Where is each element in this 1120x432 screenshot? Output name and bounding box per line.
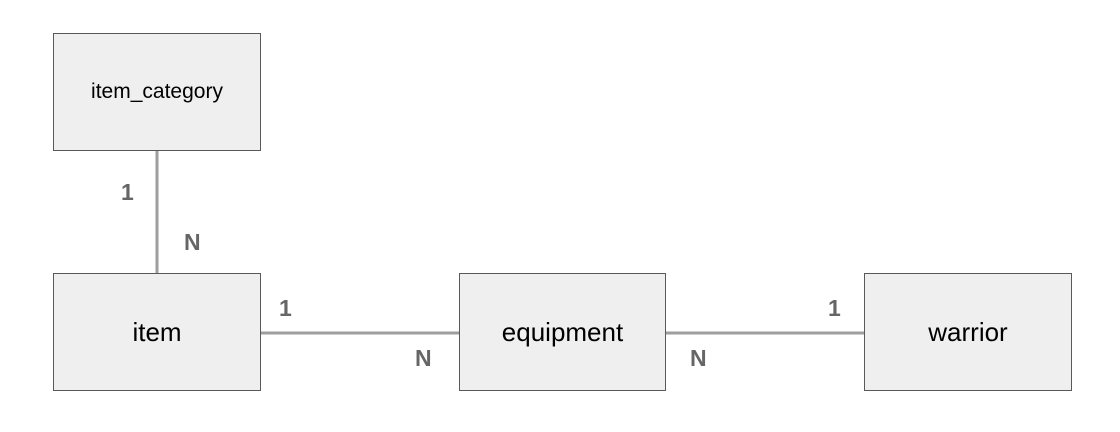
entity-warrior-label: warrior [928, 316, 1008, 347]
entity-item-category-label: item_category [91, 80, 223, 103]
entity-equipment[interactable]: equipment [459, 273, 666, 391]
entity-warrior[interactable]: warrior [864, 273, 1072, 391]
cardinality-equipment-many-left: N [415, 345, 432, 371]
cardinality-item-category-one: 1 [121, 179, 134, 205]
cardinality-equipment-many-right: N [690, 345, 707, 371]
cardinality-warrior-one: 1 [828, 295, 841, 321]
entity-equipment-label: equipment [501, 316, 624, 347]
cardinality-item-one: 1 [279, 295, 292, 321]
entity-item-label: item [132, 316, 182, 347]
cardinality-item-many: N [184, 229, 201, 255]
entity-item-category[interactable]: item_category [53, 33, 261, 151]
entity-item[interactable]: item [53, 273, 261, 391]
